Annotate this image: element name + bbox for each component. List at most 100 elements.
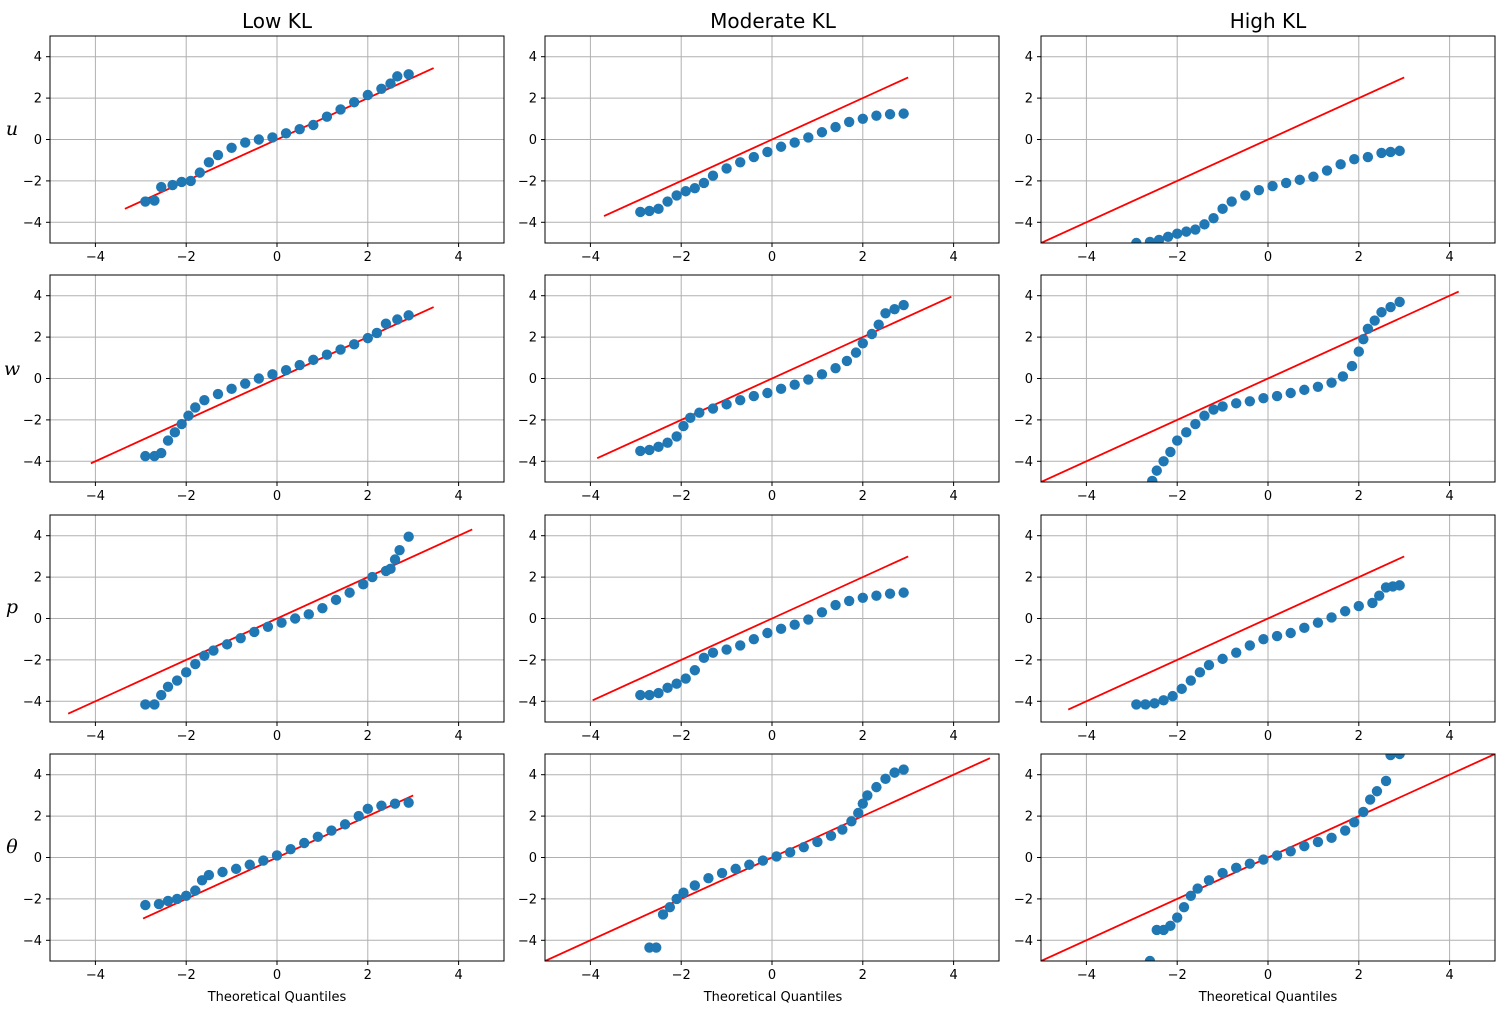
sample-point [271,850,283,861]
sample-point [803,614,814,625]
sample-point [1271,850,1283,861]
panel-p-moderate-kl: −4 −2 0 2 4 −4 −2 0 2 4 [518,514,1000,744]
sample-point [1217,867,1228,879]
sample-point [825,830,837,841]
x-tick-label: −2 [672,250,691,265]
sample-point [662,682,673,694]
x-tick-label: −4 [1077,489,1096,504]
sample-point [812,836,823,848]
y-tick-label: 0 [1025,612,1033,627]
sample-point [171,675,183,686]
sample-point [1353,600,1365,612]
sample-point [816,127,828,138]
panel-u-high-kl: −4 −2 0 2 4 −4 −2 0 2 4 [1014,35,1496,265]
sample-point [1203,875,1215,886]
reference-line [1067,555,1405,711]
sample-point [1226,196,1237,207]
sample-point [803,374,814,385]
y-tick-label: 0 [34,133,42,148]
sample-point [866,328,878,340]
y-tick-label: 2 [529,92,537,107]
sample-point [1192,883,1203,894]
sample-point [1147,475,1158,482]
x-tick-label: 2 [364,968,372,983]
x-tick-label: 0 [768,968,776,983]
sample-point [1165,920,1176,932]
y-tick-label: 0 [34,612,42,627]
sample-point [735,395,746,406]
sample-point [1385,754,1396,761]
sample-point [294,123,305,135]
sample-point [1394,580,1405,591]
sample-point [240,137,251,148]
sample-point [1172,435,1183,446]
sample-point [644,689,655,701]
sample-point [841,355,853,367]
sample-point [1231,398,1242,409]
sample-point [1217,653,1228,665]
sample-point [403,531,414,542]
x-tick-label: −2 [1168,968,1187,983]
x-tick-label: 2 [1355,729,1363,744]
sample-point [1299,840,1310,852]
sample-point [203,157,215,168]
sample-point [1371,786,1383,797]
y-tick-label: −4 [1014,934,1033,949]
panel-w-moderate-kl: −4 −2 0 2 4 −4 −2 0 2 4 [518,274,1000,504]
sample-point [789,137,800,148]
y-tick-label: −4 [1014,695,1033,710]
sample-point [703,873,714,884]
sample-point [1199,410,1210,421]
y-tick-label: 4 [529,768,537,783]
x-tick-label: −4 [1077,250,1096,265]
sample-point [689,665,701,676]
sample-point [1203,659,1215,671]
sample-point [1165,446,1176,458]
sample-point [167,179,178,191]
x-tick-label: 4 [1445,489,1453,504]
x-tick-label: −2 [1168,489,1187,504]
sample-point [680,673,691,684]
sample-point [208,645,219,656]
sample-point [1312,381,1324,392]
sample-points [644,764,909,953]
sample-point [898,108,909,119]
sample-point [244,859,255,870]
sample-point [1149,698,1160,709]
sample-point [1258,634,1269,645]
y-tick-label: 4 [34,529,42,544]
sample-point [698,652,710,664]
y-tick-label: 2 [1025,92,1033,107]
y-tick-label: 2 [529,331,537,346]
panel-w-low-kl: −4 −2 0 2 4 −4 −2 0 2 4 [23,274,505,504]
sample-point [140,699,151,710]
y-tick-label: 4 [1025,289,1033,304]
y-tick-label: −4 [1014,455,1033,470]
x-tick-label: −2 [177,968,196,983]
sample-point [784,847,796,858]
reference-line [592,555,909,702]
sample-point [362,89,373,101]
sample-point [344,587,355,598]
sample-point [253,134,265,145]
panel-p-high-kl: −4 −2 0 2 4 −4 −2 0 2 4 [1014,514,1496,744]
sample-point [880,773,891,785]
sample-point [664,901,676,913]
sample-point [1131,699,1142,710]
x-tick-label: 0 [1264,729,1272,744]
y-tick-label: −4 [518,934,537,949]
sample-point [358,579,369,590]
sample-point [1158,456,1169,467]
sample-point [789,619,800,630]
sample-point [1240,190,1251,201]
sample-point [403,797,414,808]
sample-point [1353,346,1365,357]
y-tick-label: 2 [34,810,42,825]
reference-line [596,295,952,460]
sample-points [1147,296,1405,482]
sample-point [1258,854,1269,865]
sample-point [280,128,292,139]
sample-point [689,182,701,194]
y-tick-label: −4 [23,216,42,231]
sample-point [1258,392,1269,404]
